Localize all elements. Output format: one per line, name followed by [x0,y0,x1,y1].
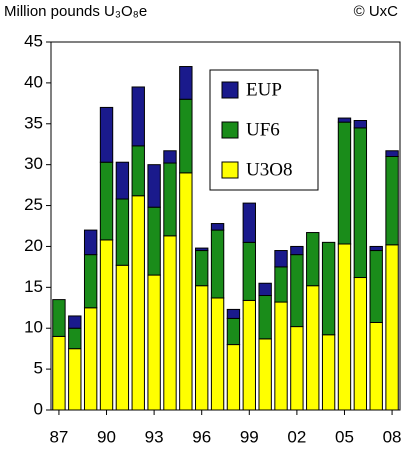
bar-segment [321,334,336,411]
bar-segment [195,250,209,287]
bar-segment [258,282,272,297]
bar-segment [290,326,304,411]
x-tick-label: 08 [383,427,402,446]
bar-segment [68,348,82,411]
y-tick-label: 25 [24,195,43,214]
bar-segment [353,127,368,279]
legend-swatch [221,161,239,179]
bar-segment [385,155,399,246]
bar-segment [83,229,98,256]
bar-segment [274,266,288,303]
legend-label: U3O8 [246,159,292,180]
bar-segment [337,117,352,123]
x-tick-label: 90 [97,427,116,446]
legend-label: UF6 [246,119,280,140]
bar-segment [337,243,352,411]
bar-segment [179,98,193,174]
bar-segment [195,285,209,411]
bar-segment [353,277,368,411]
bar-segment [99,161,114,241]
bar-segment [385,150,399,157]
y-tick-label: 40 [24,72,43,91]
bar-segment [306,285,320,411]
bar-segment [337,121,352,245]
bar-segment [131,86,145,147]
bar-segment [258,295,272,340]
bar-segment [131,145,145,197]
bar-segment [83,307,98,411]
y-tick-label: 45 [24,31,43,50]
bar-segment [226,344,241,411]
bar-segment [52,335,66,411]
bar-segment [179,66,193,100]
y-tick-label: 20 [24,236,43,255]
bar-segment [163,150,177,164]
bar-segment [369,245,383,252]
bar-segment [258,338,272,411]
x-tick-label: 93 [145,427,164,446]
bar-segment [83,254,98,309]
bar-segment [274,301,288,411]
bar-segment [353,120,368,129]
bar-segment [163,235,177,411]
bar-segment [306,232,320,287]
legend-swatch [221,121,239,139]
bar-segment [68,327,82,350]
y-tick-label: 30 [24,154,43,173]
bar-segment [131,195,145,411]
bar-segment [369,250,383,323]
y-tick-label: 10 [24,318,43,337]
bar-segment [242,202,256,243]
y-tick-label: 35 [24,113,43,132]
bar-segment [290,245,304,256]
bar-segment [147,164,161,208]
bar-segment [226,308,241,319]
y-tick-label: 5 [34,359,43,378]
bar-segment [369,321,383,411]
legend-label: EUP [246,79,282,100]
bar-segment [226,317,241,346]
bar-segment [147,206,161,276]
bar-segment [385,244,399,411]
bar-segment [163,162,177,237]
x-tick-label: 05 [335,427,354,446]
bar-segment [242,299,256,411]
bar-segment [290,254,304,328]
bar-segment [68,315,82,329]
x-tick-label: 02 [287,427,306,446]
bar-segment [52,299,66,337]
bar-segment [274,250,288,268]
bar-segment [179,172,193,411]
y-tick-label: 0 [34,399,43,418]
copyright: © UxC [354,3,399,20]
bar-segment [210,223,225,231]
y-tick-label: 15 [24,277,43,296]
bar-segment [115,161,130,200]
bar-segment [115,264,130,411]
bar-segment [321,241,336,336]
bar-segment [115,198,130,266]
x-tick-label: 87 [49,427,68,446]
bar-segment [99,106,114,163]
bar-segment [195,247,209,252]
bar-segment [210,297,225,411]
plot-frame [50,41,401,411]
x-tick-label: 99 [240,427,259,446]
bar-segment [242,241,256,301]
bar-segment [147,274,161,411]
bar-segment [99,239,114,411]
bar-segment [210,229,225,299]
x-tick-label: 96 [192,427,211,446]
legend-swatch [221,81,239,99]
chart-title: Million pounds U₃O₈e [4,3,147,20]
